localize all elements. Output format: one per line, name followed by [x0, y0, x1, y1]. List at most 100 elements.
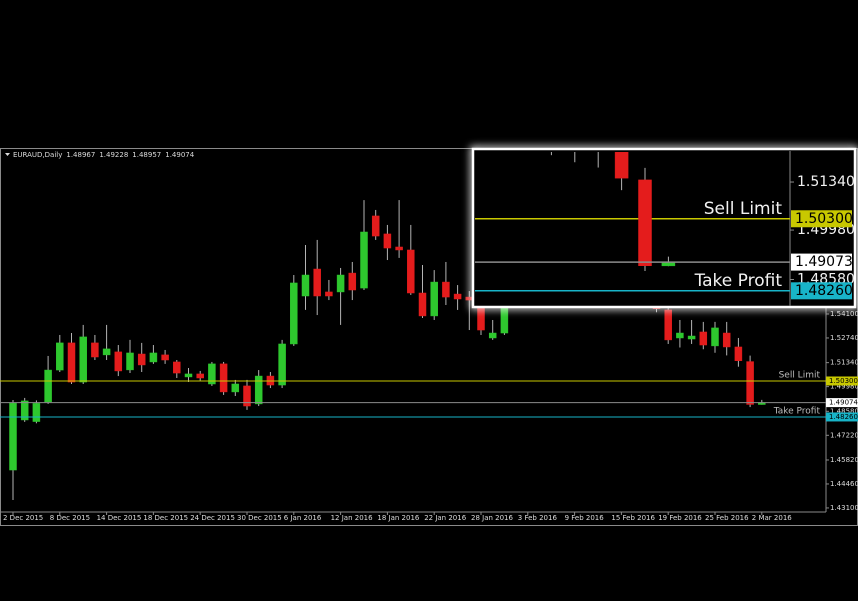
inset-candle-body — [264, 0, 277, 24]
inset-candle-body — [7, 21, 20, 89]
inset-candle-body — [77, 51, 90, 57]
inset-candle-body — [638, 179, 652, 266]
x-tick-label: 30 Dec 2015 — [237, 514, 282, 522]
order-level-box — [826, 412, 858, 422]
y-tick-label: 1.43100 — [830, 504, 858, 512]
inset-frame — [471, 147, 857, 309]
x-tick-label: 28 Jan 2016 — [471, 514, 514, 522]
candle-body — [219, 363, 228, 393]
main-axis: 1.54100 1.52740 1.51340 1.49980 1.48580 1.472… — [3, 310, 858, 522]
x-tick-label: 15 Feb 2016 — [611, 514, 655, 522]
inset-candle-body — [124, 123, 137, 133]
low-price: 1.48957 — [132, 151, 161, 159]
inset-y-tick-label: 1.51340 — [797, 174, 855, 190]
candle-body — [676, 332, 684, 339]
open-price: 1.48967 — [66, 151, 95, 159]
candle-body — [9, 402, 17, 471]
x-tick-label: 24 Dec 2015 — [190, 514, 235, 522]
candle-body — [44, 369, 52, 403]
candle-body — [254, 375, 263, 405]
inset-order-level-box — [791, 282, 852, 300]
inset-candle-body — [381, 0, 394, 3]
candle-body — [711, 327, 719, 347]
inset-order-level-price: 1.48260 — [795, 283, 853, 299]
candle-body — [231, 383, 240, 393]
inset-candle-body — [288, 7, 301, 25]
candle-body — [243, 385, 251, 407]
candle-body — [734, 346, 743, 361]
order-level-box — [826, 376, 858, 386]
candle-body — [20, 400, 29, 421]
inset-candle-body — [217, 17, 230, 45]
order-level-price: 1.50300 — [829, 377, 858, 385]
candle-body — [687, 335, 696, 340]
candle-body — [325, 291, 333, 297]
x-tick-label: 9 Feb 2016 — [565, 514, 605, 522]
x-tick-label: 18 Jan 2016 — [377, 514, 420, 522]
inset-bid-price: 1.49073 — [795, 254, 853, 270]
x-tick-label: 22 Jan 2016 — [424, 514, 467, 522]
x-tick-label: 12 Jan 2016 — [331, 514, 374, 522]
x-tick-label: 14 Dec 2015 — [97, 514, 142, 522]
candle-body — [336, 274, 345, 293]
close-price: 1.49074 — [165, 151, 194, 159]
candle-body — [360, 231, 368, 289]
order-level-price: 1.48260 — [829, 413, 858, 421]
inset-bid-box — [791, 253, 852, 271]
order-level-name: Sell Limit — [779, 370, 821, 380]
inset-candle-body — [311, 0, 324, 7]
inset-candle-body — [614, 152, 629, 179]
y-tick-label: 1.49980 — [830, 383, 858, 391]
inset-candle-body — [405, 3, 418, 24]
x-tick-label: 2 Dec 2015 — [3, 514, 43, 522]
candle-body — [278, 343, 286, 386]
candle-body — [301, 274, 310, 297]
inset-order-level-price: 1.50300 — [795, 211, 853, 227]
inset-plot — [7, 0, 790, 292]
inset-candle-body — [568, 112, 581, 148]
candle-body — [114, 351, 123, 372]
inset-order-level-name: Sell Limit — [704, 199, 783, 219]
high-price: 1.49228 — [99, 151, 128, 159]
y-tick-label: 1.54100 — [830, 310, 858, 318]
candle-body — [137, 353, 146, 366]
inset-candle-body — [194, 32, 207, 46]
candle-body — [102, 348, 111, 356]
inset-candle-body — [147, 53, 160, 123]
candle-body — [313, 268, 321, 297]
menu-arrow — [5, 153, 10, 156]
inset-candle-body — [522, 129, 535, 135]
candle-body — [407, 249, 415, 294]
x-tick-label: 2 Mar 2016 — [752, 514, 792, 522]
x-tick-label: 6 Jan 2016 — [284, 514, 322, 522]
x-tick-label: 8 Dec 2015 — [50, 514, 90, 522]
candle-body — [395, 246, 403, 251]
x-tick-label: 19 Feb 2016 — [658, 514, 702, 522]
x-tick-label: 3 Feb 2016 — [518, 514, 558, 522]
inset-candle-body — [592, 123, 605, 151]
inset-candle-body — [100, 37, 113, 117]
candle-body — [208, 363, 216, 385]
candle-body — [149, 352, 158, 363]
x-tick-label: 25 Feb 2016 — [705, 514, 749, 522]
candle-body — [126, 352, 134, 371]
candle-body — [488, 332, 497, 339]
candle-body — [79, 336, 87, 383]
candle-body — [91, 342, 99, 358]
inset-order-level-box — [791, 210, 852, 228]
candle-body — [348, 272, 357, 291]
candle-body — [290, 282, 298, 345]
inset-candle-body — [475, 76, 488, 136]
candle-body — [184, 373, 193, 378]
chart-title: EURAUD,Daily — [13, 151, 62, 159]
candle-body — [371, 215, 380, 237]
chart-header: EURAUD,Daily 1.48967 1.49228 1.48957 1.49074 — [13, 151, 195, 159]
y-tick-label: 1.47220 — [830, 431, 858, 439]
inset-order-level-name: Take Profit — [694, 271, 783, 291]
candle-body — [664, 309, 672, 341]
inset-candle-body — [451, 46, 464, 74]
candle-body — [453, 293, 462, 300]
